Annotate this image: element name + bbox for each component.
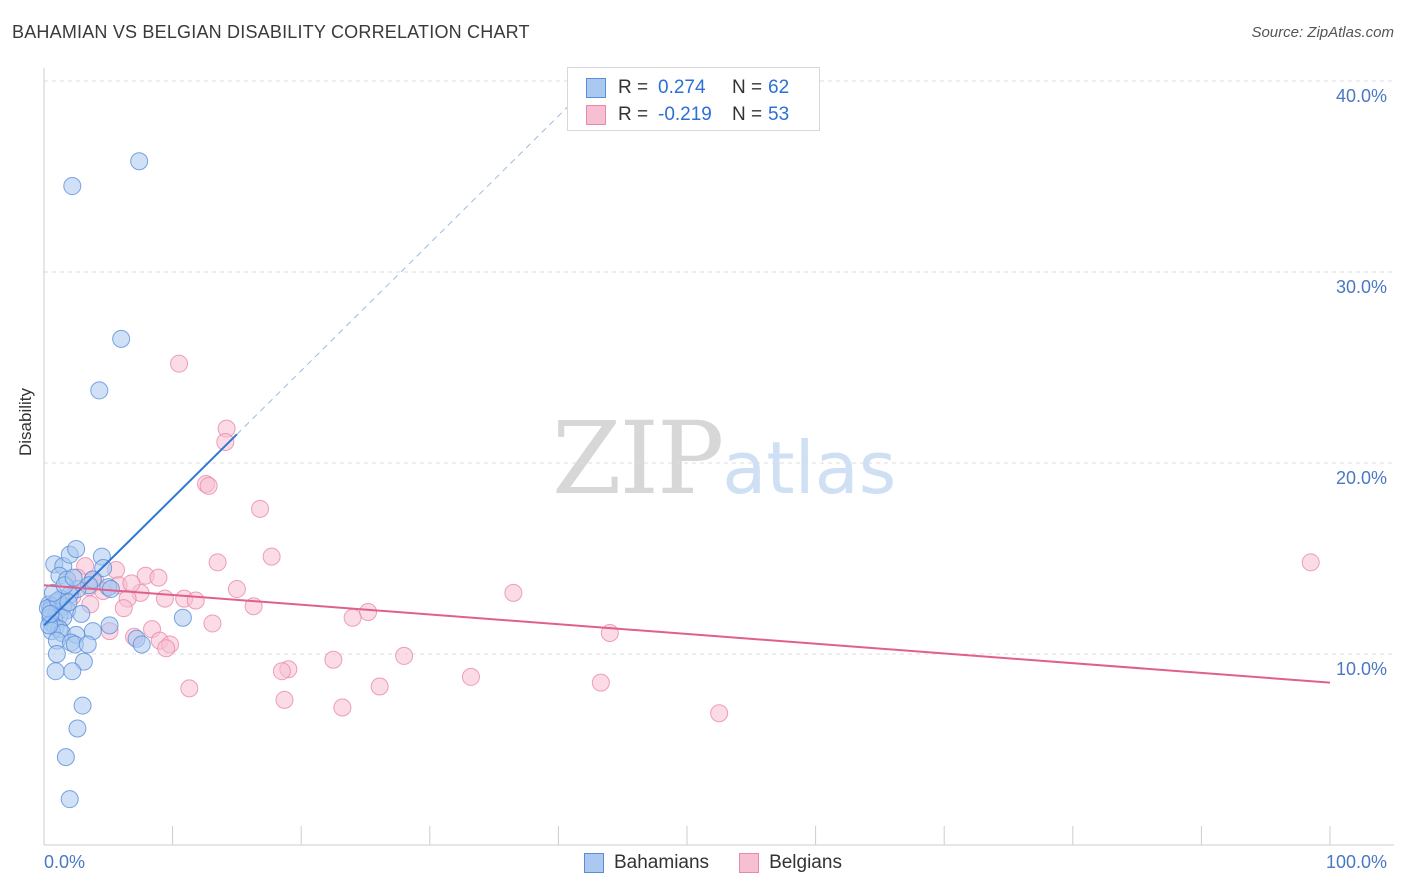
y-axis-title: Disability <box>16 387 35 456</box>
belgian-point-43 <box>370 677 389 696</box>
legend-item-bahamians[interactable]: Bahamians <box>584 852 709 874</box>
belgian-point-5 <box>251 499 270 518</box>
belgian-point-28 <box>203 614 222 633</box>
belgian-trendline <box>43 584 1331 684</box>
bahamian-point-1 <box>63 177 82 196</box>
bahamian-point-2 <box>112 329 131 348</box>
belgian-point-46 <box>710 704 729 723</box>
bahamian-trendline <box>43 433 238 627</box>
source-label: Source: ZipAtlas.com <box>1251 24 1394 41</box>
belgian-point-2 <box>216 432 235 451</box>
y-tick-label-20: 20.0% <box>1336 468 1388 488</box>
y-tick-label-40: 40.0% <box>1336 86 1388 106</box>
belgian-point-52 <box>155 589 174 608</box>
bahamian-point-51 <box>56 748 75 767</box>
chart-title: BAHAMIAN VS BELGIAN DISABILITY CORRELATI… <box>12 22 530 42</box>
legend-label-bahamians: Bahamians <box>614 852 710 873</box>
belgian-point-36 <box>395 646 414 665</box>
bahamian-point-46 <box>74 652 93 671</box>
bahamian-point-44 <box>132 635 151 654</box>
x-tick-label-0: 0.0% <box>44 852 86 872</box>
legend-label-belgians: Belgians <box>769 852 842 873</box>
n-label: N = <box>732 104 763 125</box>
bahamian-trendline-extension <box>236 90 585 435</box>
r-value: 0.274 <box>658 77 706 98</box>
belgian-point-35 <box>157 639 176 658</box>
bahamian-point-48 <box>63 662 82 681</box>
belgian-swatch <box>586 105 606 125</box>
y-tick-label-10: 10.0% <box>1336 659 1388 679</box>
belgian-point-6 <box>1301 553 1320 572</box>
belgian-point-12 <box>149 568 168 587</box>
belgian-point-51 <box>122 574 141 593</box>
belgian-point-41 <box>591 673 610 692</box>
x-tick-label-100: 100.0% <box>1326 852 1388 872</box>
correlation-legend: R = 0.274 N = 62 R = -0.219 N = 53 <box>567 67 820 131</box>
n-label: N = <box>732 77 763 98</box>
bahamian-point-0 <box>130 152 149 171</box>
belgian-point-25 <box>114 599 133 618</box>
series-legend: Bahamians Belgians <box>584 852 872 874</box>
n-value: 62 <box>768 77 790 98</box>
belgian-point-21 <box>186 591 205 610</box>
bahamian-legend-swatch <box>584 853 604 873</box>
belgian-point-45 <box>333 698 352 717</box>
bahamian-point-37 <box>100 616 119 635</box>
belgian-point-40 <box>461 667 480 686</box>
bahamian-swatch <box>586 78 606 98</box>
n-value: 53 <box>768 104 790 125</box>
bahamian-point-52 <box>60 790 79 809</box>
belgian-point-37 <box>324 650 343 669</box>
bahamian-point-55 <box>72 604 91 623</box>
r-label: R = <box>618 77 649 98</box>
belgian-point-7 <box>262 547 281 566</box>
bahamian-point-59 <box>64 568 83 587</box>
bahamian-point-49 <box>73 696 92 715</box>
bahamian-point-42 <box>78 635 97 654</box>
belgian-point-0 <box>170 354 189 373</box>
belgian-point-17 <box>227 580 246 599</box>
bahamian-point-47 <box>46 662 65 681</box>
bahamian-point-3 <box>90 381 109 400</box>
belgian-legend-swatch <box>739 853 760 873</box>
bahamian-point-38 <box>173 608 192 627</box>
bahamian-point-7 <box>67 539 86 558</box>
legend-item-belgians[interactable]: Belgians <box>739 852 842 874</box>
bahamian-point-45 <box>47 645 66 663</box>
bahamian-point-61 <box>41 604 60 623</box>
belgian-point-39 <box>272 662 291 681</box>
belgian-point-42 <box>180 679 199 698</box>
y-tick-label-30: 30.0% <box>1336 277 1388 297</box>
legend-row-belgians: R = -0.219 N = 53 <box>586 103 789 127</box>
bahamian-point-50 <box>68 719 87 738</box>
belgian-point-19 <box>504 583 523 602</box>
legend-row-bahamians: R = 0.274 N = 62 <box>586 76 789 100</box>
belgian-point-8 <box>208 553 227 572</box>
belgian-point-44 <box>275 690 294 709</box>
r-value: -0.219 <box>658 104 712 125</box>
r-label: R = <box>618 104 649 125</box>
belgian-point-26 <box>359 602 378 621</box>
belgian-point-27 <box>343 608 362 627</box>
belgian-point-4 <box>199 476 218 495</box>
